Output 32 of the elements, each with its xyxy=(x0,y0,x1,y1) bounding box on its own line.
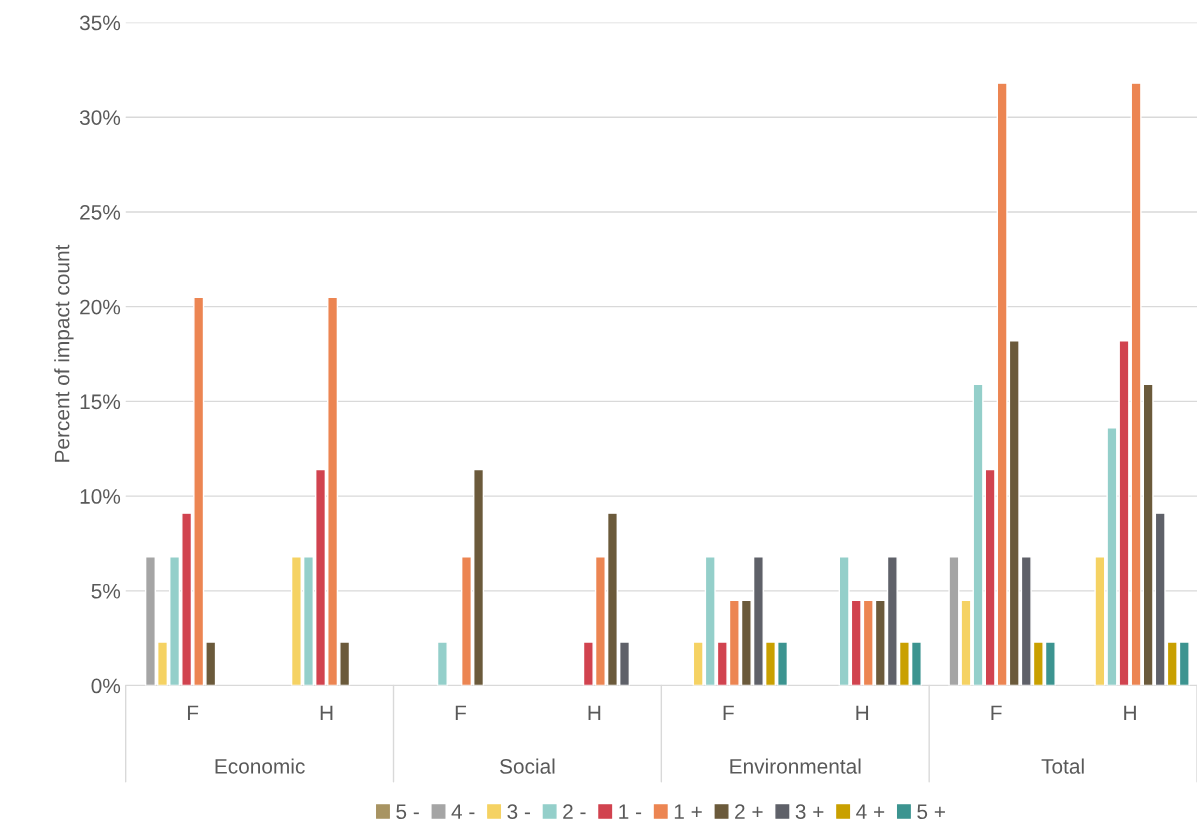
legend-label: 5 + xyxy=(917,804,945,820)
x-tick-label: H xyxy=(1124,705,1136,721)
legend-label: 4 + xyxy=(856,804,885,819)
legend-label: 2 - xyxy=(563,804,586,819)
y-tick-label: 25% xyxy=(80,204,121,220)
legend-label: 5 - xyxy=(396,804,419,820)
legend-label: 3 - xyxy=(507,804,530,820)
x-tick-label: H xyxy=(320,705,333,721)
legend-label: 4 - xyxy=(451,804,475,819)
x-tick-label: F xyxy=(723,705,734,721)
y-tick-label: 15% xyxy=(80,394,121,410)
y-tick-label: 35% xyxy=(79,15,121,31)
legend-label: 3 + xyxy=(795,804,824,820)
text: Social xyxy=(500,758,555,774)
bar xyxy=(436,641,448,686)
text: Total xyxy=(1041,758,1084,774)
x-tick-label: F xyxy=(187,705,199,721)
x-tick-label: H xyxy=(588,705,601,721)
text: Environmental xyxy=(730,758,861,774)
x-tick-label: F xyxy=(455,705,466,721)
y-tick-label: 5% xyxy=(91,583,121,599)
legend-label: 1 - xyxy=(619,804,642,819)
y-tick-label: 0% xyxy=(91,678,121,694)
y-tick-label: 30% xyxy=(79,110,121,125)
y-axis-title: Percent of impact count xyxy=(54,244,74,462)
text: Economic xyxy=(215,758,305,774)
x-tick-label: F xyxy=(991,705,1002,721)
y-tick-label: 10% xyxy=(80,489,121,504)
legend-label: 1 + xyxy=(674,804,702,819)
x-tick-label: H xyxy=(856,705,869,721)
y-tick-label: 20% xyxy=(80,299,121,315)
legend-label: 2 + xyxy=(735,804,763,819)
